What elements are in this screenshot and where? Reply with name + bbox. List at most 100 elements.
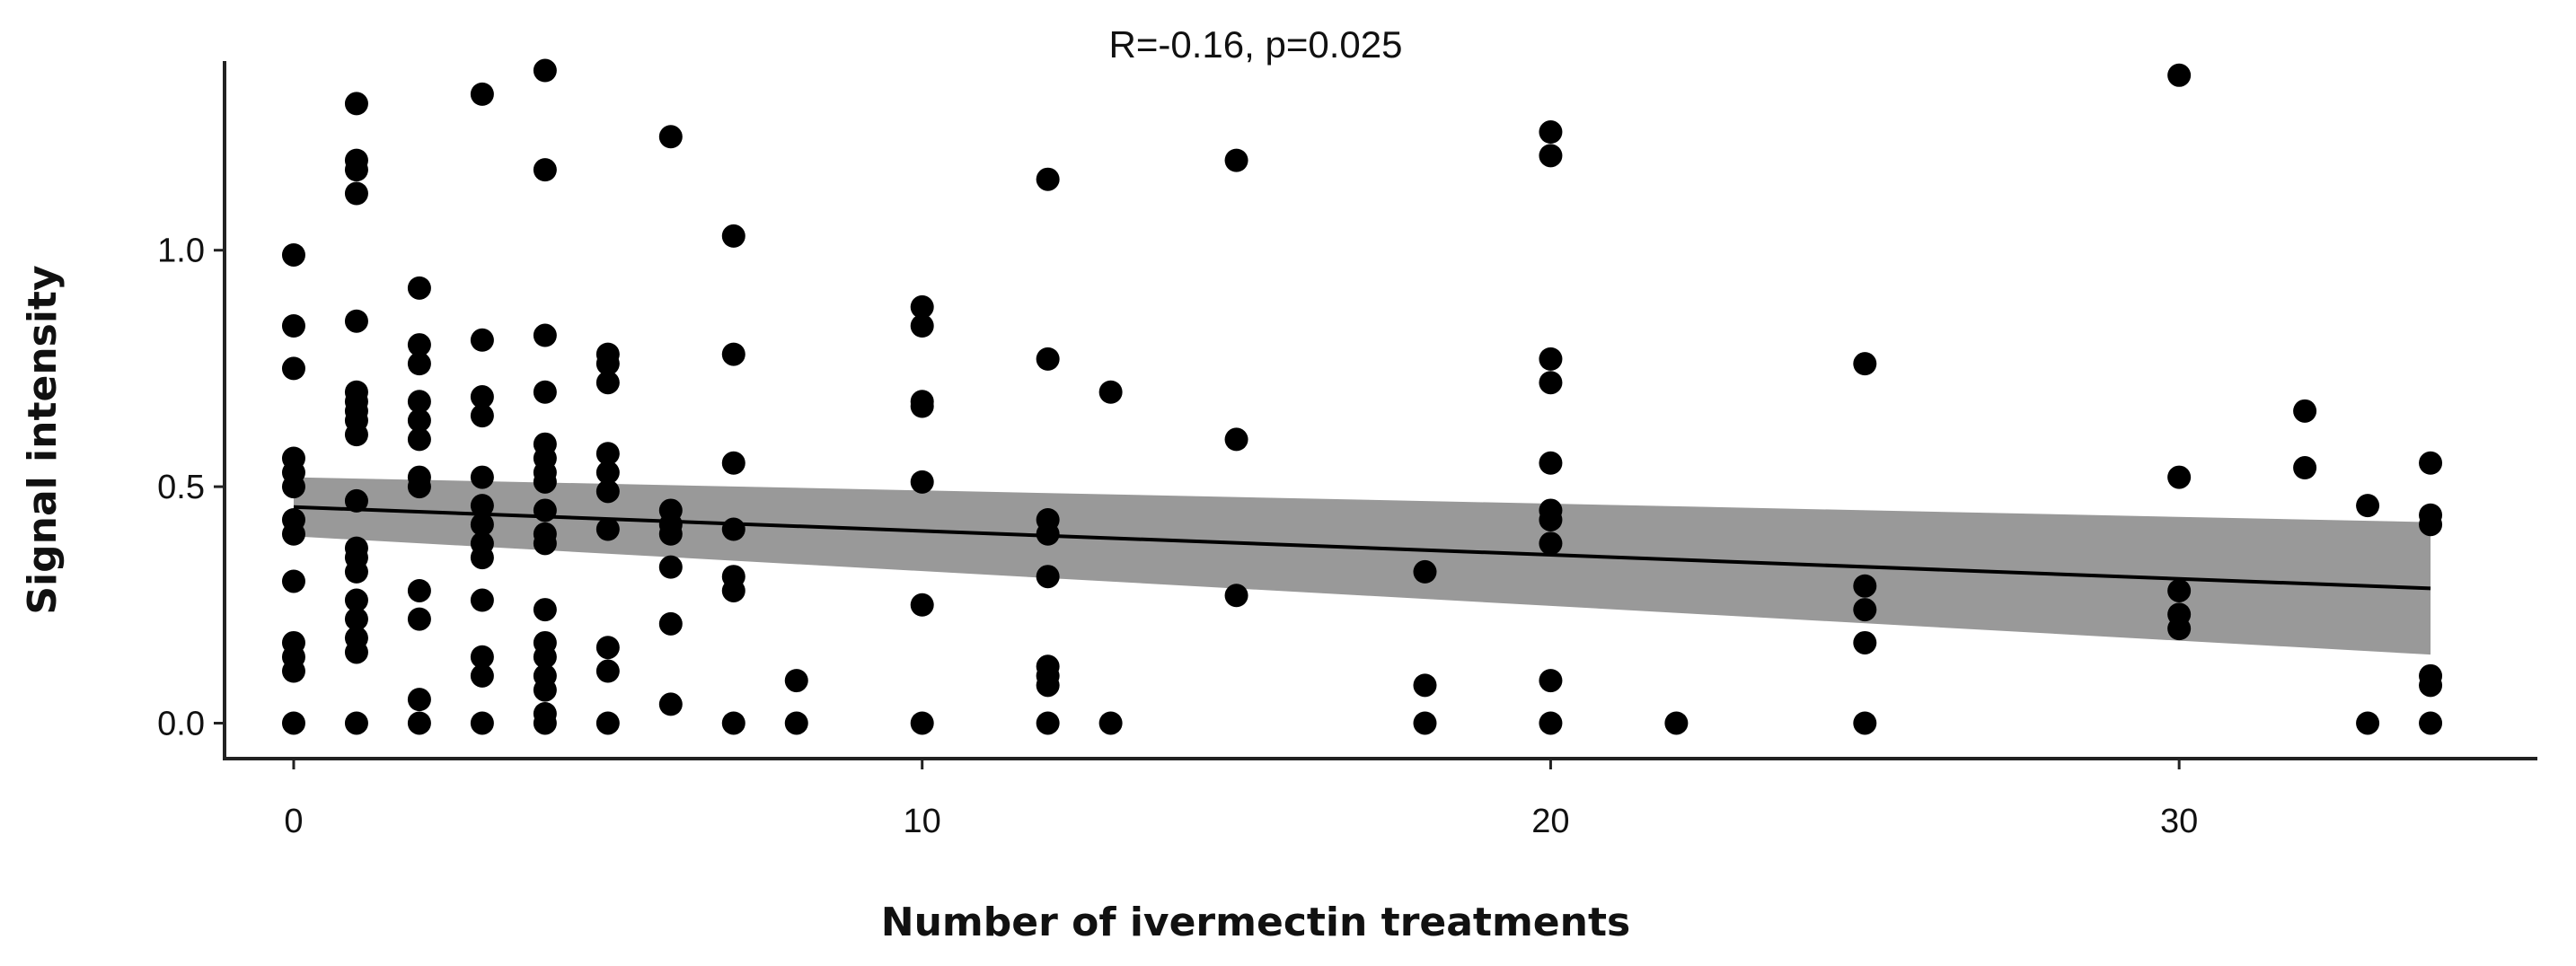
data-point	[533, 598, 557, 622]
data-point	[344, 423, 368, 447]
data-point	[595, 352, 620, 376]
y-ticks: 0.0 0.5 1.0	[157, 233, 225, 742]
data-point	[470, 494, 494, 518]
data-point	[2356, 494, 2380, 518]
data-point	[533, 678, 557, 702]
y-tick-label: 1.0	[157, 233, 205, 270]
data-point	[1539, 347, 1563, 371]
data-point	[407, 578, 431, 602]
data-point	[595, 636, 620, 660]
data-point	[2419, 451, 2443, 475]
regression-line	[293, 505, 2431, 591]
data-point	[533, 380, 557, 404]
data-point	[344, 92, 368, 116]
data-point	[533, 498, 557, 523]
data-point	[1539, 120, 1563, 145]
data-point	[407, 408, 431, 433]
data-point	[344, 181, 368, 206]
data-point	[281, 569, 305, 593]
data-point	[1413, 673, 1437, 698]
data-point	[281, 659, 305, 683]
data-point	[533, 158, 557, 182]
data-point	[1098, 711, 1123, 735]
data-points-layer	[281, 58, 2443, 735]
data-point	[1098, 380, 1123, 404]
y-axis-title: Signal intensity	[20, 265, 66, 614]
data-point	[595, 517, 620, 541]
data-point	[281, 242, 305, 267]
data-point	[470, 588, 494, 612]
data-point	[470, 82, 494, 106]
data-point	[2167, 63, 2192, 87]
data-point	[1413, 559, 1437, 584]
data-point	[2356, 711, 2380, 735]
data-point	[407, 390, 431, 414]
data-point	[1224, 584, 1248, 608]
data-point	[1036, 673, 1060, 698]
data-point	[910, 394, 934, 418]
data-point	[2167, 465, 2192, 489]
data-point	[407, 427, 431, 452]
x-tick-label: 30	[2160, 803, 2198, 840]
data-point	[533, 470, 557, 494]
data-point	[910, 313, 934, 338]
data-point	[595, 371, 620, 395]
data-point	[721, 451, 745, 475]
data-point	[470, 385, 494, 409]
data-point	[721, 224, 745, 248]
data-point	[1224, 148, 1248, 172]
data-point	[595, 659, 620, 683]
data-point	[1036, 167, 1060, 191]
data-point	[910, 711, 934, 735]
data-point	[2167, 578, 2192, 602]
data-point	[2419, 673, 2443, 698]
data-point	[344, 488, 368, 513]
data-point	[470, 663, 494, 688]
data-point	[1036, 565, 1060, 589]
x-tick-label: 10	[904, 803, 941, 840]
data-point	[281, 313, 305, 338]
data-point	[595, 711, 620, 735]
data-point	[533, 531, 557, 556]
data-point	[281, 522, 305, 546]
data-point	[1036, 522, 1060, 546]
data-point	[910, 294, 934, 319]
data-point	[658, 611, 683, 636]
data-point	[658, 555, 683, 579]
data-point	[407, 688, 431, 712]
x-tick-label: 0	[284, 803, 303, 840]
data-point	[344, 309, 368, 333]
data-point	[470, 328, 494, 352]
data-point	[470, 645, 494, 669]
data-point	[658, 125, 683, 149]
data-point	[1539, 144, 1563, 168]
x-axis-title: Number of ivermectin treatments	[881, 900, 1630, 945]
data-point	[344, 640, 368, 664]
data-point	[344, 711, 368, 735]
data-point	[658, 522, 683, 546]
x-ticks: 0 10 20 30	[284, 759, 2198, 840]
data-point	[2293, 399, 2317, 423]
data-point	[1224, 427, 1248, 452]
data-point	[344, 607, 368, 631]
data-point	[533, 711, 557, 735]
data-point	[595, 442, 620, 466]
data-point	[1413, 711, 1437, 735]
data-point	[470, 404, 494, 428]
data-point	[281, 711, 305, 735]
data-point	[470, 513, 494, 537]
data-point	[407, 333, 431, 357]
data-point	[595, 479, 620, 504]
data-point	[344, 588, 368, 612]
data-point	[658, 692, 683, 716]
data-point	[595, 461, 620, 485]
data-point	[721, 342, 745, 366]
data-point	[1539, 669, 1563, 693]
data-point	[1539, 531, 1563, 556]
data-point	[1539, 451, 1563, 475]
y-tick-label: 0.0	[157, 705, 205, 742]
data-point	[1853, 574, 1877, 598]
data-point	[533, 323, 557, 347]
data-point	[533, 58, 557, 83]
